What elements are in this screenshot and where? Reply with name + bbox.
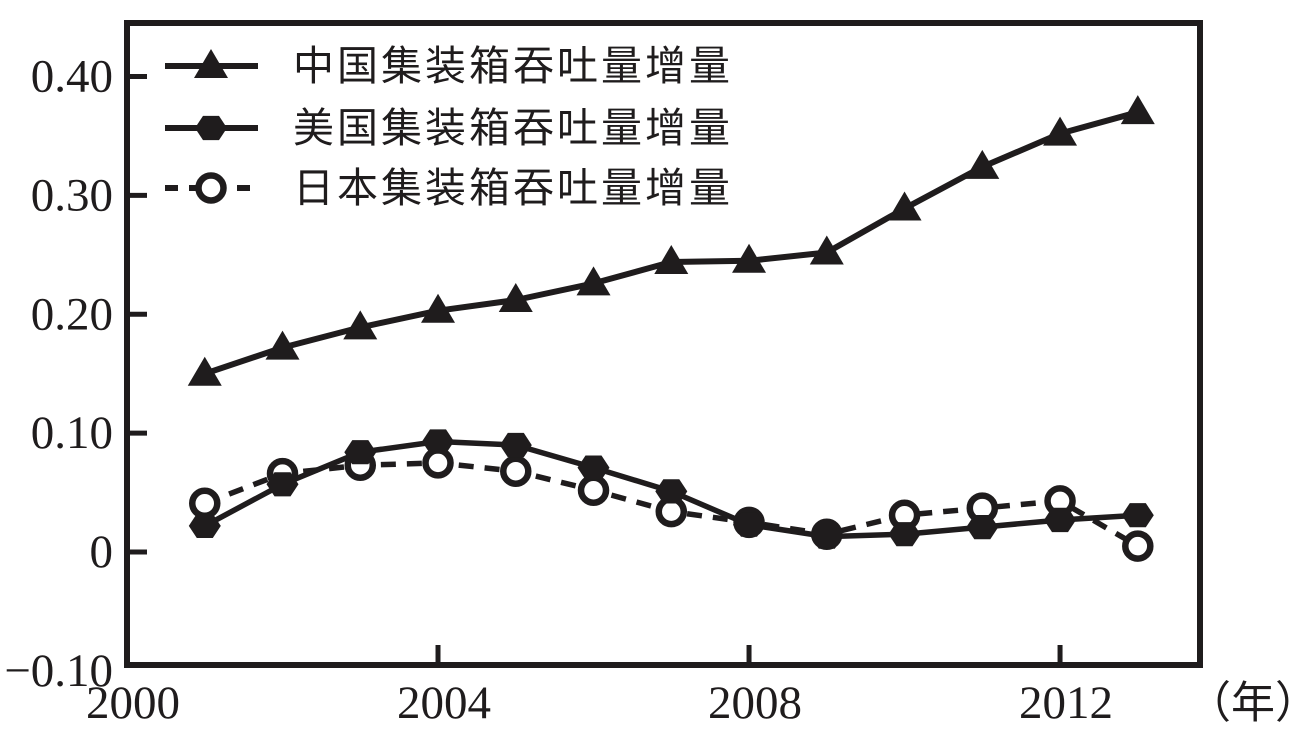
series-marker-1 (655, 479, 688, 504)
series-marker-1 (888, 522, 921, 547)
x-axis-tick-label: 2012 (1019, 677, 1113, 729)
series-marker-0 (576, 266, 611, 296)
series-marker-0 (498, 283, 533, 313)
y-axis-tick-label: 0 (90, 526, 114, 578)
series-marker-0 (1043, 116, 1078, 146)
x-axis-tick-label: 2004 (397, 677, 491, 729)
plot-border (124, 20, 1203, 668)
series-line-0 (203, 109, 1139, 377)
series-marker-0 (887, 191, 922, 221)
y-axis-tick-label: 0.20 (31, 288, 113, 340)
legend-marker-china-icon (194, 49, 228, 78)
series-marker-1 (1121, 503, 1154, 528)
y-axis-tick-label: 0.30 (31, 169, 113, 221)
series-marker-1 (810, 524, 843, 549)
series-marker-1 (499, 432, 532, 458)
series-marker-0 (265, 330, 300, 360)
series-marker-2 (1122, 530, 1154, 562)
y-axis-tick-label: 0.40 (31, 51, 113, 103)
series-marker-1 (266, 472, 299, 497)
legend-marker-japan-icon (195, 172, 227, 204)
series-marker-2 (500, 455, 532, 487)
legend-label-china: 中国集装箱吞吐量增量 (293, 43, 733, 89)
series-marker-0 (421, 293, 456, 323)
y-axis-tick-label: −0.10 (4, 645, 113, 697)
series-marker-1 (733, 512, 765, 537)
series-marker-0 (187, 356, 222, 386)
y-axis-tick-label: 0.10 (31, 407, 113, 459)
legend-marker-usa-icon (195, 115, 227, 141)
legend-label-japan: 日本集装箱吞吐量增量 (293, 165, 733, 211)
series-marker-1 (1044, 507, 1076, 533)
x-axis-tick-label: 2008 (708, 677, 802, 729)
series-marker-0 (809, 235, 844, 265)
legend-label-usa: 美国集装箱吞吐量增量 (293, 105, 733, 151)
series-marker-1 (966, 515, 999, 540)
series-marker-0 (654, 244, 689, 274)
series-marker-0 (965, 149, 1000, 179)
series-marker-0 (343, 310, 378, 340)
series-marker-2 (422, 447, 454, 479)
series-marker-1 (188, 513, 221, 538)
x-axis-tick-label: 2000 (86, 677, 180, 729)
series-marker-2 (577, 474, 610, 506)
x-axis-unit-label: （年） (1187, 679, 1306, 728)
series-marker-1 (577, 455, 610, 480)
series-marker-0 (732, 243, 767, 273)
series-marker-2 (189, 487, 221, 520)
series-marker-1 (422, 429, 454, 454)
series-marker-0 (1120, 95, 1155, 125)
series-marker-1 (344, 440, 377, 465)
